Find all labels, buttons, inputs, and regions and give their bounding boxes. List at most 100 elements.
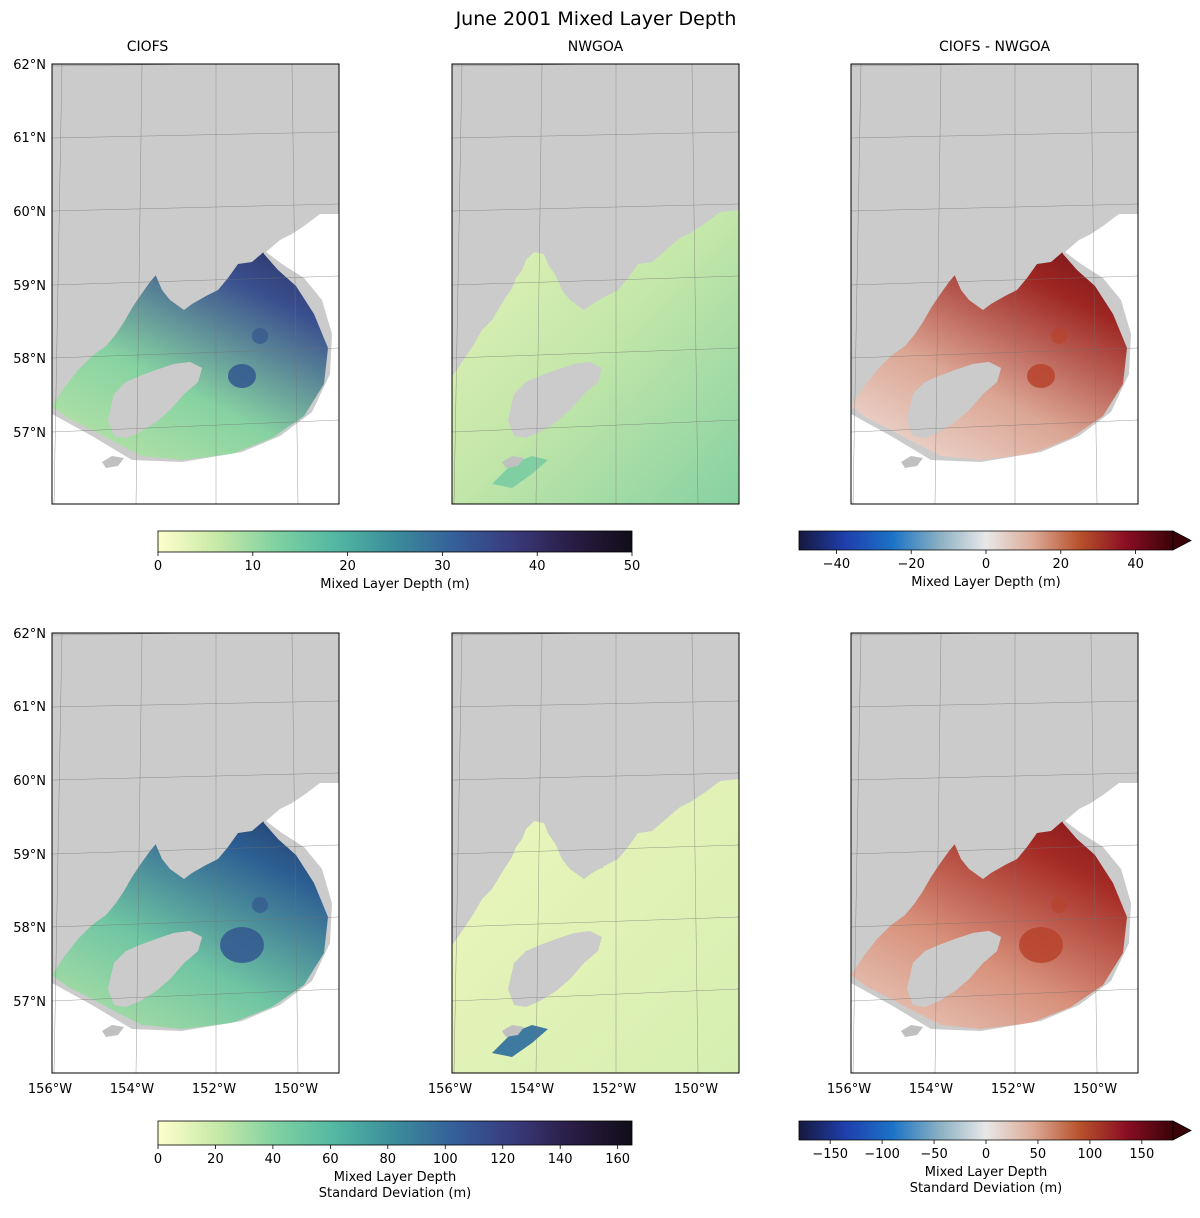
- parallel-line: [851, 844, 1138, 855]
- panel-title: CIOFS - NWGOA: [939, 39, 1051, 55]
- parallel-line: [452, 419, 739, 433]
- colorbar-tick-label: 30: [434, 559, 451, 574]
- eddy: [228, 364, 256, 388]
- lat-tick-label: 60°N: [13, 774, 46, 789]
- colorbar-tick-label: 60: [322, 1152, 339, 1167]
- kodiak-island: [108, 931, 202, 1007]
- eddy: [1051, 897, 1067, 913]
- colorbar-frame: [157, 530, 633, 553]
- small-island: [901, 456, 923, 468]
- colorbar-tick-label: 10: [245, 559, 262, 574]
- lon-tick-label: 156°W: [428, 1082, 472, 1097]
- meridian-line: [1090, 64, 1098, 504]
- colorbar-gradient: [158, 531, 632, 552]
- graticule: [52, 64, 339, 504]
- land-lobe: [562, 204, 602, 236]
- meridian-line: [934, 64, 942, 504]
- colorbar-mean-deep: 0 10 20 30 40 50 Mixed Layer Depth (m): [154, 530, 640, 592]
- map-content: [850, 632, 1139, 1074]
- colorbar-tick-label: 100: [1077, 1147, 1102, 1162]
- map-clip: [851, 64, 1138, 504]
- figure-title: June 2001 Mixed Layer Depth: [455, 8, 737, 30]
- meridian-line: [135, 633, 143, 1073]
- meridian-line: [53, 64, 63, 504]
- meridian-line: [1090, 633, 1098, 1073]
- meridian-line: [691, 633, 699, 1073]
- colorbar-label: Mixed Layer Depth (m): [320, 577, 469, 592]
- meridian-line: [453, 633, 463, 1073]
- eddy: [252, 897, 268, 913]
- parallel-line: [851, 64, 1013, 67]
- colorbar-tick-label: 20: [1053, 557, 1070, 572]
- parallel-line: [52, 988, 339, 1002]
- parallel-line: [452, 772, 739, 781]
- lat-tick-label: 62°N: [13, 58, 46, 73]
- parallel-line: [452, 988, 739, 1002]
- parallel-line: [851, 772, 1138, 781]
- parallel-line: [452, 633, 614, 636]
- parallel-line: [52, 275, 339, 286]
- colorbar-tick-label: 120: [490, 1152, 515, 1167]
- map-panel-top-middle: NWGOA: [451, 39, 740, 505]
- parallel-line: [851, 203, 1138, 212]
- parallel-line: [851, 633, 1013, 636]
- small-island: [102, 1025, 124, 1037]
- parallel-line: [851, 700, 1138, 708]
- kodiak-island: [108, 362, 202, 438]
- colorbar-tick-label: 40: [265, 1152, 282, 1167]
- lon-tick-label: 150°W: [1073, 1082, 1117, 1097]
- meridian-line: [691, 64, 699, 504]
- map-panel-bottom-middle: 156°W 154°W 152°W 150°W: [428, 632, 740, 1097]
- colorbar-tick-label: 50: [1030, 1147, 1047, 1162]
- outside-domain: [851, 214, 1138, 504]
- kodiak-island: [907, 362, 1001, 438]
- colorbar-tick-label: 0: [982, 557, 990, 572]
- parallel-line: [452, 347, 739, 359]
- meridian-line: [852, 64, 862, 504]
- lat-tick-label: 59°N: [13, 279, 46, 294]
- map-content: [451, 63, 740, 505]
- meridian-line: [291, 633, 299, 1073]
- map-content: [850, 63, 1139, 505]
- meridian-line: [535, 633, 543, 1073]
- colorbar-tick-label: 40: [529, 559, 546, 574]
- lon-tick-label: 154°W: [510, 1082, 554, 1097]
- outside-domain: [851, 783, 1138, 1073]
- parallel-line: [52, 916, 339, 928]
- graticule: [452, 64, 739, 504]
- lon-tick-label: 156°W: [827, 1082, 871, 1097]
- colorbar-tick-label: 0: [154, 559, 162, 574]
- panel-frame: [451, 63, 740, 505]
- colorbar-gradient: [799, 1121, 1173, 1140]
- colorbar-label: Standard Deviation (m): [319, 1186, 471, 1201]
- lat-tick-label: 57°N: [13, 426, 46, 441]
- meridian-line: [135, 64, 143, 504]
- map-panel-top-left: CIOFS 62°N 61°N 60°N 59°N 58°N 57°N: [13, 39, 340, 505]
- meridian-line: [934, 633, 942, 1073]
- colorbar-tick-label: 20: [207, 1152, 224, 1167]
- lat-tick-label: 59°N: [13, 848, 46, 863]
- colorbar-gradient: [158, 1121, 632, 1145]
- parallel-line: [52, 844, 339, 855]
- eddy: [1019, 927, 1063, 963]
- colorbar-gradient: [799, 531, 1173, 550]
- parallel-line: [52, 64, 214, 67]
- kodiak-island: [508, 362, 602, 438]
- graticule: [851, 64, 1138, 504]
- parallel-line: [452, 203, 739, 212]
- colorbar-tick-label: 20: [339, 559, 356, 574]
- lon-tick-label: 152°W: [192, 1082, 236, 1097]
- lon-tick-label: 152°W: [592, 1082, 636, 1097]
- parallel-line: [52, 131, 339, 139]
- kodiak-island: [907, 931, 1001, 1007]
- colorbars: 0 10 20 30 40 50 Mixed Layer Depth (m) −40 −20 0 2…: [154, 530, 1192, 1201]
- colorbar-label: Standard Deviation (m): [910, 1181, 1062, 1196]
- panel-frame: [51, 63, 340, 505]
- small-island: [901, 1025, 923, 1037]
- small-island: [502, 456, 524, 468]
- map-clip: [452, 633, 739, 1073]
- parallel-line: [452, 916, 739, 928]
- colorbar-tick-label: −150: [812, 1147, 848, 1162]
